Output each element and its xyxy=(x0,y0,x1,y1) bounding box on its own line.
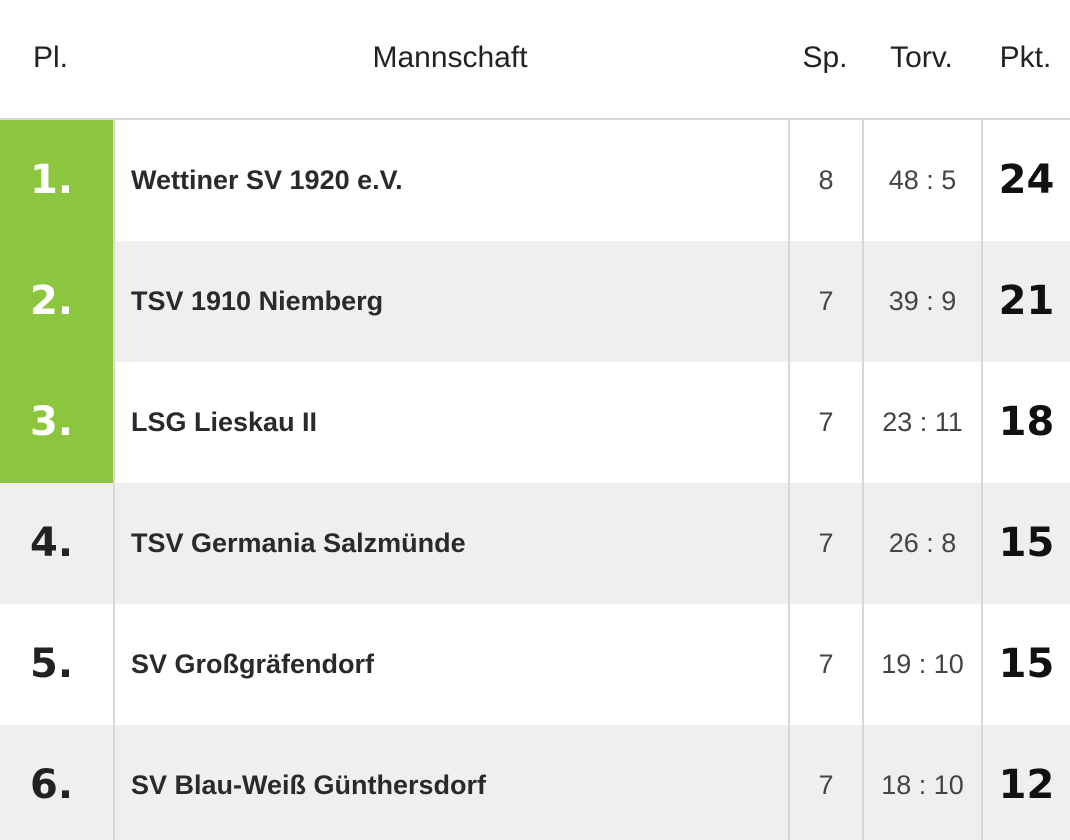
games-cell: 7 xyxy=(788,483,862,604)
header-place: Pl. xyxy=(33,41,69,74)
place-cell: 2. xyxy=(0,241,113,362)
points-cell: 24 xyxy=(981,120,1070,241)
table-header: Pl. Mannschaft Sp. Torv. Pkt. xyxy=(0,0,1070,120)
points-cell: 15 xyxy=(981,604,1070,725)
team-name[interactable]: SV Großgräfendorf xyxy=(113,604,788,725)
goals-cell: 48 : 5 xyxy=(862,120,981,241)
points-cell: 15 xyxy=(981,483,1070,604)
header-goals: Torv. xyxy=(890,41,953,74)
games-cell: 7 xyxy=(788,241,862,362)
points-cell: 18 xyxy=(981,362,1070,483)
goals-cell: 39 : 9 xyxy=(862,241,981,362)
header-games: Sp. xyxy=(802,41,848,74)
place-cell: 4. xyxy=(30,520,74,566)
table-row[interactable]: 2. TSV 1910 Niemberg 7 39 : 9 21 xyxy=(0,241,1070,362)
games-cell: 8 xyxy=(788,120,862,241)
table-row[interactable]: 5. SV Großgräfendorf 7 19 : 10 15 xyxy=(0,604,1070,725)
games-cell: 7 xyxy=(788,362,862,483)
table-row[interactable]: 6. SV Blau-Weiß Günthersdorf 7 18 : 10 1… xyxy=(0,725,1070,840)
goals-cell: 26 : 8 xyxy=(862,483,981,604)
games-cell: 7 xyxy=(788,604,862,725)
games-cell: 7 xyxy=(788,725,862,840)
goals-cell: 23 : 11 xyxy=(862,362,981,483)
goals-cell: 18 : 10 xyxy=(862,725,981,840)
table-row[interactable]: 1. Wettiner SV 1920 e.V. 8 48 : 5 24 xyxy=(0,120,1070,241)
points-cell: 21 xyxy=(981,241,1070,362)
team-name[interactable]: TSV 1910 Niemberg xyxy=(113,241,788,362)
table-row[interactable]: 4. TSV Germania Salzmünde 7 26 : 8 15 xyxy=(0,483,1070,604)
team-name[interactable]: SV Blau-Weiß Günthersdorf xyxy=(113,725,788,840)
team-name[interactable]: TSV Germania Salzmünde xyxy=(113,483,788,604)
place-cell: 1. xyxy=(0,120,113,241)
place-cell: 5. xyxy=(30,641,74,687)
table-row[interactable]: 3. LSG Lieskau II 7 23 : 11 18 xyxy=(0,362,1070,483)
points-cell: 12 xyxy=(981,725,1070,840)
team-name[interactable]: LSG Lieskau II xyxy=(113,362,788,483)
place-cell: 3. xyxy=(0,362,113,483)
team-name[interactable]: Wettiner SV 1920 e.V. xyxy=(113,120,788,241)
place-cell: 6. xyxy=(30,762,74,808)
header-team: Mannschaft xyxy=(372,41,528,74)
table-body: 1. Wettiner SV 1920 e.V. 8 48 : 5 24 2. … xyxy=(0,120,1070,840)
goals-cell: 19 : 10 xyxy=(862,604,981,725)
header-points: Pkt. xyxy=(999,41,1052,74)
